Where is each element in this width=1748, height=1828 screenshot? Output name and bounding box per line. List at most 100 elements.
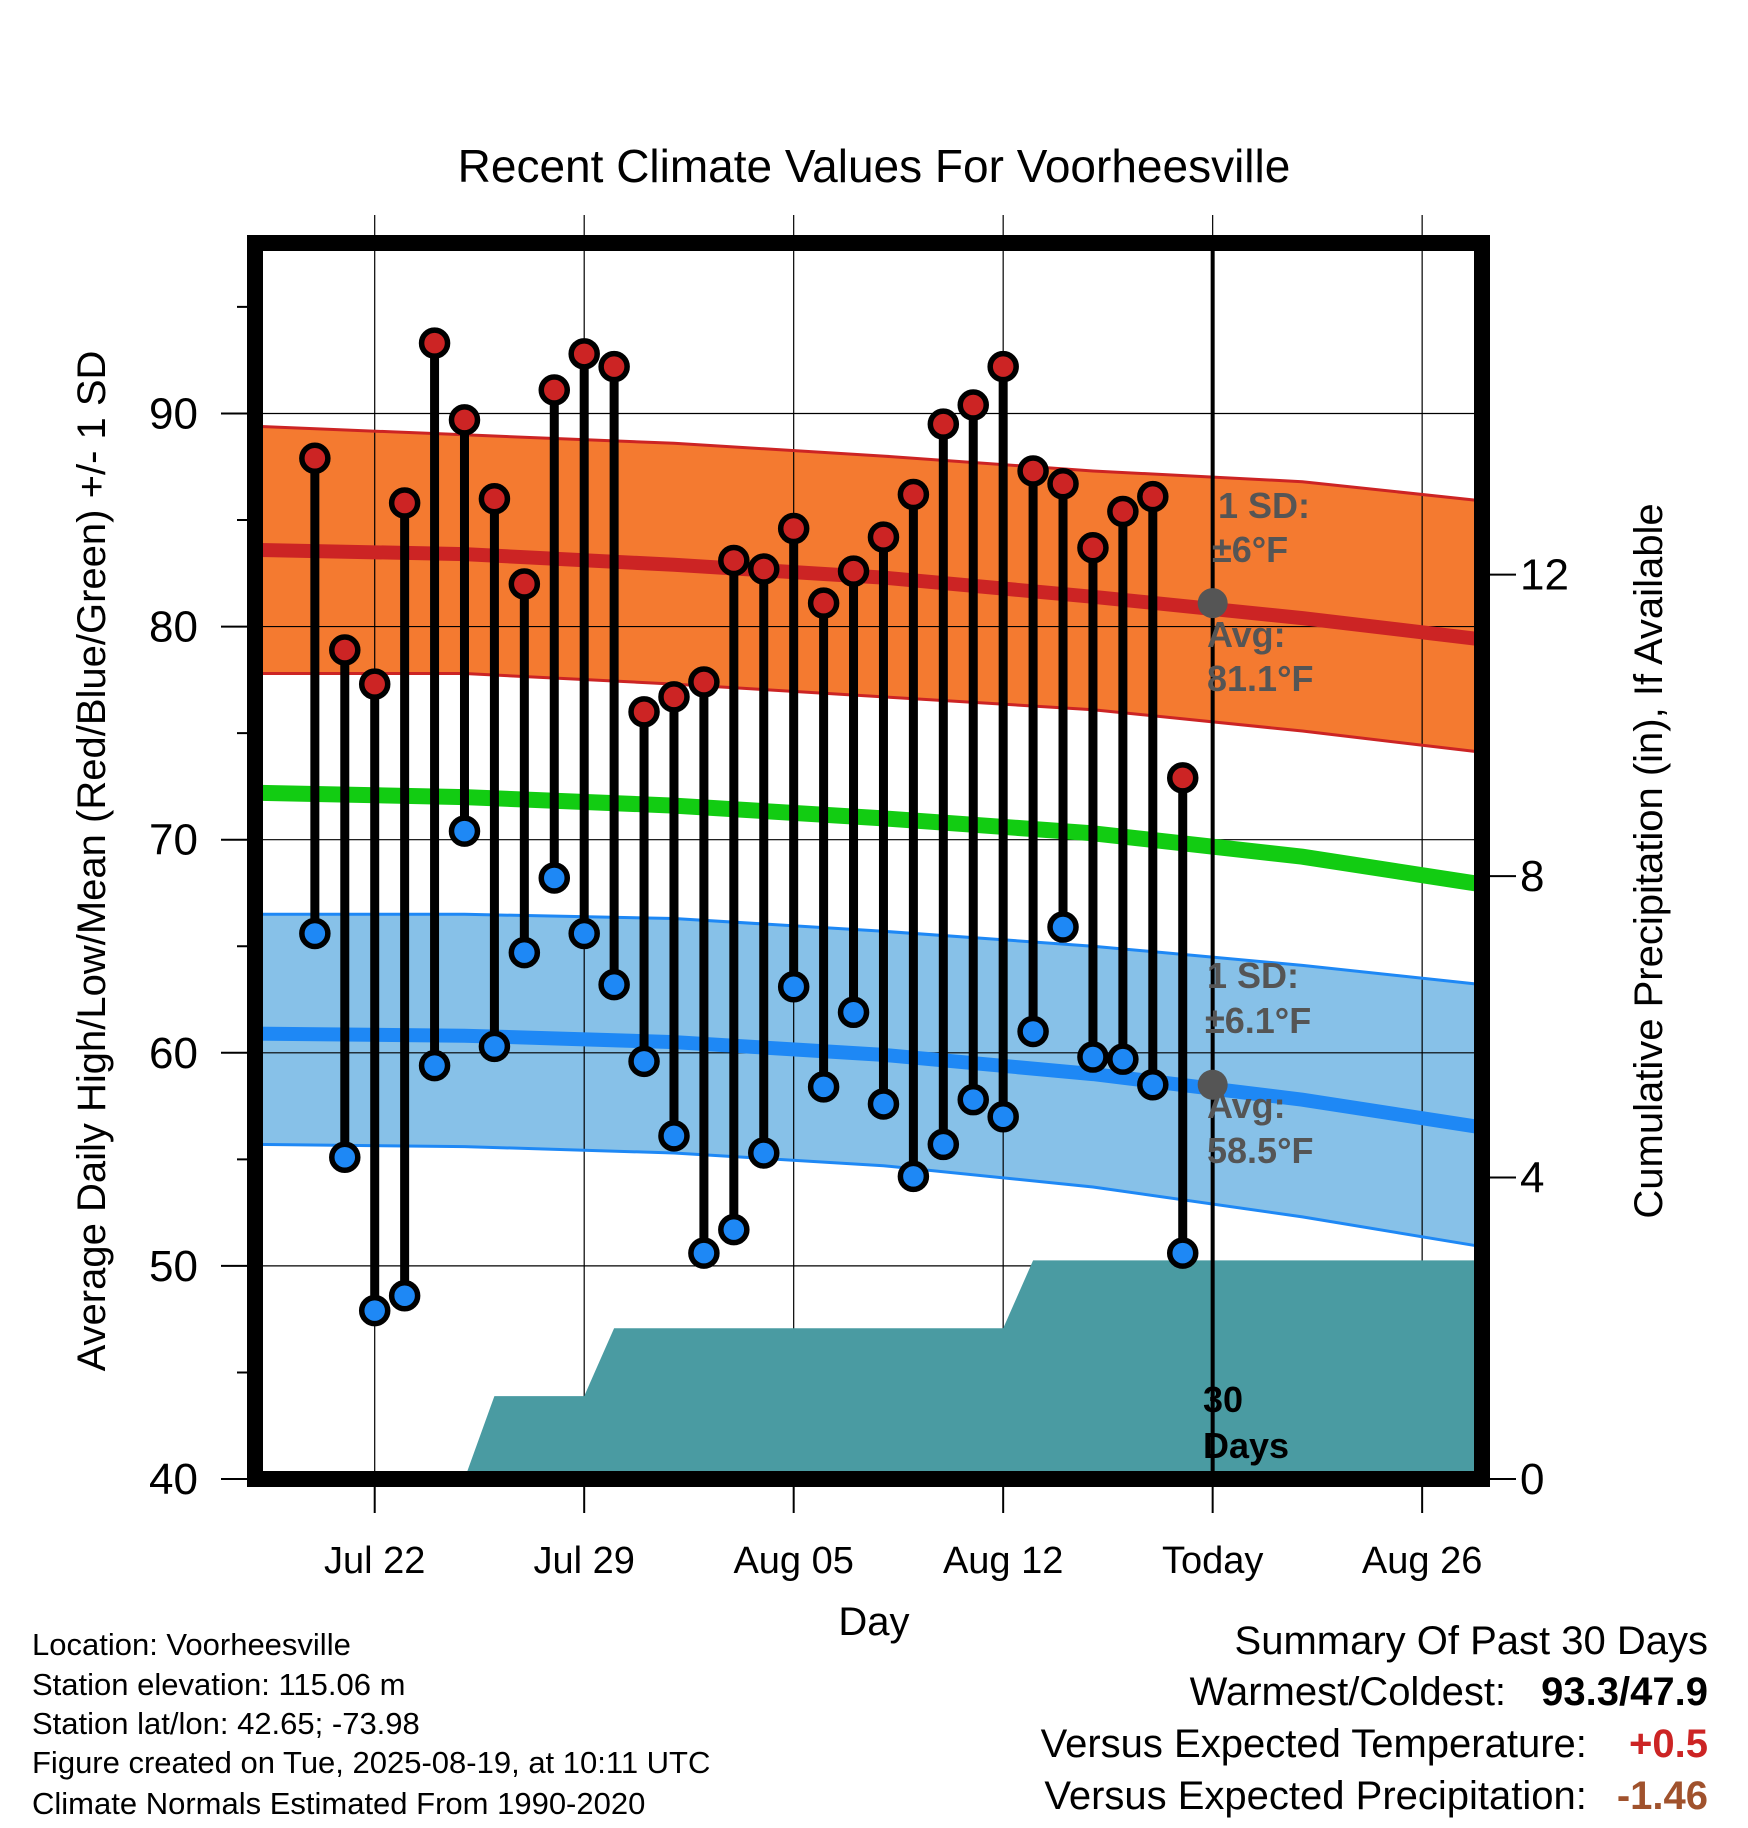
daily-low-point	[1107, 1043, 1139, 1075]
daily-high-point	[358, 668, 391, 700]
daily-low-point	[478, 1030, 511, 1063]
footer-created: Figure created on Tue, 2025-08-19, at 10…	[32, 1745, 711, 1780]
daily-points	[299, 327, 1199, 1327]
daily-low-point	[1017, 1015, 1049, 1048]
daily-high-point	[1077, 531, 1109, 564]
days-word-label: Days	[1203, 1425, 1289, 1466]
daily-low-point	[748, 1137, 780, 1169]
summary-precip-label: Versus Expected Precipitation:	[1044, 1774, 1587, 1818]
x-tick-label: Jul 22	[324, 1540, 425, 1582]
daily-low-point	[538, 862, 571, 894]
daily-high-point	[927, 408, 960, 440]
high-sd-label: 1 SD:	[1218, 485, 1310, 526]
precip-area	[255, 1260, 1482, 1479]
y-tick-label: 80	[149, 603, 198, 652]
chart-title: Recent Climate Values For Voorheesville	[458, 140, 1291, 192]
summary-title: Summary Of Past 30 Days	[1234, 1619, 1708, 1663]
normal-bands	[255, 426, 1482, 1247]
daily-high-point	[748, 553, 780, 585]
daily-high-point	[299, 442, 331, 474]
footer-normals: Climate Normals Estimated From 1990-2020	[32, 1786, 646, 1821]
x-tick-label: Today	[1162, 1540, 1263, 1582]
daily-high-point	[478, 482, 511, 515]
daily-low-point	[718, 1213, 750, 1246]
low-sd-edge	[254, 1142, 1483, 1249]
daily-high-point	[388, 487, 421, 519]
y-tick-label: 60	[149, 1029, 198, 1078]
daily-high-point	[418, 327, 451, 359]
x-tick-label: Jul 29	[533, 1540, 634, 1582]
summary-warmest-value: 93.3/47.9	[1541, 1670, 1708, 1714]
high-avg-value: 81.1°F	[1207, 658, 1313, 699]
daily-high-point	[329, 634, 361, 666]
daily-high-point	[718, 544, 750, 577]
daily-low-point	[628, 1045, 660, 1078]
summary-precip-value: -1.46	[1616, 1774, 1708, 1818]
footer-location: Location: Voorheesville	[32, 1627, 351, 1662]
summary-warmest-row: Warmest/Coldest: 93.3/47.9	[1190, 1670, 1708, 1715]
daily-low-point	[867, 1088, 900, 1120]
daily-high-point	[1166, 762, 1199, 794]
daily-low-point	[598, 968, 630, 1001]
y-tick-label: 40	[149, 1455, 198, 1504]
daily-low-point	[508, 936, 541, 969]
daily-low-point	[358, 1294, 391, 1327]
y-axis-title: Average Daily High/Low/Mean (Red/Blue/Gr…	[70, 351, 114, 1372]
low-sd-label: 1 SD:	[1207, 955, 1299, 996]
footer-elevation: Station elevation: 115.06 m	[32, 1667, 406, 1702]
daily-low-point	[1077, 1041, 1109, 1073]
daily-low-point	[418, 1049, 451, 1082]
daily-high-point	[1137, 480, 1169, 513]
y2-axis-title: Cumulative Precipitation (in), If Availa…	[1627, 503, 1671, 1218]
daily-low-point	[927, 1128, 960, 1161]
daily-high-point	[628, 696, 660, 728]
daily-high-point	[688, 666, 720, 698]
daily-low-point	[897, 1160, 930, 1193]
x-tick-label: Aug 26	[1362, 1540, 1482, 1582]
plot-frame	[247, 235, 1490, 1487]
daily-high-point	[1047, 468, 1079, 500]
days-count-label: 30	[1203, 1379, 1243, 1420]
today-marker	[1197, 243, 1228, 1479]
low-sd-band	[255, 914, 1482, 1247]
low-avg-value: 58.5°F	[1207, 1130, 1313, 1171]
daily-high-point	[867, 521, 900, 553]
daily-low-point	[837, 996, 870, 1029]
y2-tick-label: 4	[1520, 1154, 1544, 1203]
daily-low-point	[299, 917, 331, 950]
chart-text: Recent Climate Values For Voorheesville 4…	[70, 140, 1671, 1644]
daily-low-point	[1047, 911, 1079, 943]
high-sd-band	[255, 426, 1482, 753]
summary-precip-row: Versus Expected Precipitation: -1.46	[1044, 1774, 1708, 1819]
daily-low-point	[777, 970, 810, 1003]
daily-low-point	[1137, 1069, 1169, 1101]
daily-high-point	[987, 350, 1019, 383]
y-tick-label: 50	[149, 1242, 198, 1291]
y2-tick-label: 8	[1520, 852, 1544, 901]
low-sd-value: ±6.1°F	[1205, 1000, 1311, 1041]
daily-low-point	[1166, 1237, 1199, 1269]
daily-high-point	[1107, 495, 1139, 528]
daily-low-point	[807, 1071, 840, 1103]
axes	[221, 235, 1516, 1513]
daily-low-point	[329, 1141, 361, 1173]
daily-high-point	[508, 568, 541, 600]
x-tick-label: Aug 05	[733, 1540, 853, 1582]
daily-low-point	[568, 917, 600, 950]
daily-high-point	[538, 374, 571, 406]
summary-temp-label: Versus Expected Temperature:	[1040, 1722, 1587, 1766]
today-avg-high-marker	[1197, 588, 1228, 619]
daily-low-point	[987, 1100, 1019, 1133]
high-avg-label: Avg:	[1207, 614, 1286, 655]
high-sd-value: ±6°F	[1212, 529, 1288, 570]
daily-high-point	[658, 681, 690, 713]
daily-high-point	[807, 587, 840, 619]
daily-high-point	[957, 389, 989, 421]
daily-low-point	[957, 1083, 989, 1116]
y2-tick-label: 12	[1520, 551, 1569, 600]
daily-range-sticks	[310, 343, 1188, 1311]
summary-temp-row: Versus Expected Temperature: +0.5	[1041, 1722, 1708, 1767]
daily-high-point	[777, 512, 810, 545]
